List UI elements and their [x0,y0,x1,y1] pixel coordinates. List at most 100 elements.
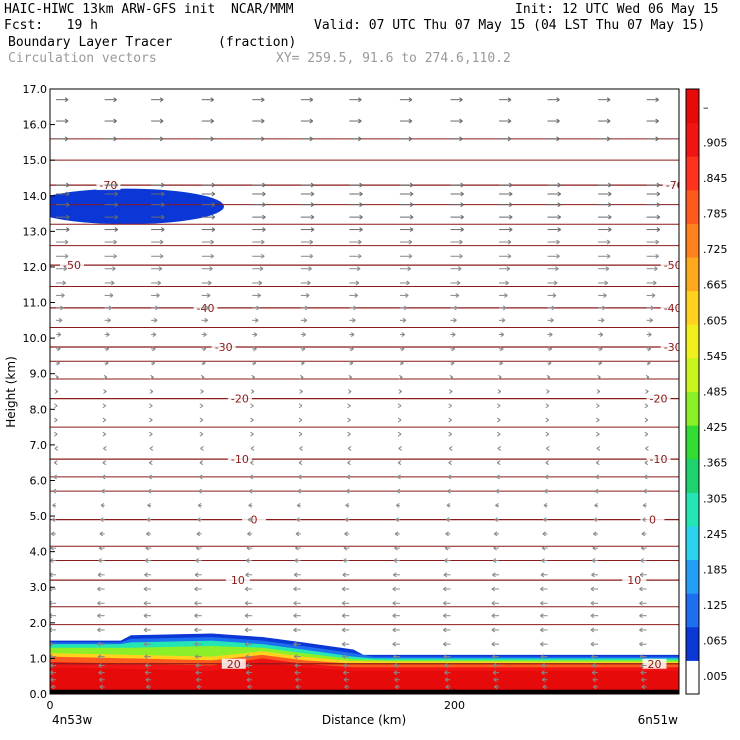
colorbar-label: .365 [703,457,728,470]
circulation-vector-head [450,360,455,366]
circulation-vector-head [341,627,346,633]
circulation-vector-head [656,214,661,220]
circulation-vector-head [451,346,455,352]
circulation-vector-head [250,417,254,423]
circulation-vector-head [396,502,400,508]
valid-time: Valid: 07 UTC Thu 07 May 15 (04 LST Thu … [314,18,706,33]
circulation-vector-head [608,214,612,220]
circulation-vector-head [98,677,103,683]
circulation-vector-head [346,474,351,480]
circulation-vector-head [53,403,58,409]
circulation-vector-head [397,431,402,437]
circulation-vector-head [152,346,156,352]
colorbar-swatch [686,324,699,359]
circulation-vector-head [546,446,550,451]
circulation-vector-head [146,531,150,537]
circulation-vector-head [143,600,148,606]
circulation-vector-head [409,214,414,220]
circulation-vector-head [393,670,398,676]
circulation-vector-head [603,292,607,298]
circulation-vector-head [359,214,363,220]
circulation-vector-head [50,677,54,683]
circulation-vector-head [105,346,110,352]
circulation-vector-head [359,182,363,188]
circulation-vector-head [395,517,399,523]
circulation-vector-head [641,531,646,537]
circulation-vector-head [445,517,450,523]
colorbar-swatch [686,223,699,258]
circulation-vector-head [506,266,511,272]
circulation-vector-head [493,684,498,690]
circulation-vector-head [152,332,157,337]
circulation-vector-head [65,182,70,188]
circulation-vector-head [210,136,214,142]
circulation-vector-head [409,227,414,232]
circulation-vector-head [645,389,649,394]
circulation-vector-head [647,346,652,352]
circulation-vector-head [341,600,346,606]
circulation-vector-head [54,389,59,394]
circulation-vector-head [358,136,362,142]
circulation-vector-head [593,531,597,537]
circulation-vector-head [107,317,111,323]
contour-label: 10 [231,574,245,587]
circulation-vector-head [64,118,69,124]
circulation-vector-head [344,684,348,690]
circulation-vector-head [608,227,612,232]
circulation-vector-head [113,253,117,259]
circulation-vector-head [296,502,301,508]
circulation-vector-head [358,239,362,245]
circulation-vector-head [508,191,513,197]
circulation-vector-head [349,360,354,366]
circulation-vector-head [145,677,150,683]
circulation-vector-head [496,460,501,466]
circulation-vector-head [392,627,396,633]
circulation-vector-head [258,280,263,286]
circulation-vector-head [655,239,659,245]
circulation-vector-head [540,627,544,633]
circulation-vector-head [346,488,350,494]
circulation-vector-head [197,517,201,523]
circulation-vector-head [541,663,545,668]
contour-label-bg [646,393,671,404]
circulation-vector-head [52,488,57,494]
circulation-vector-head [444,558,448,563]
circulation-vector-head [249,474,254,480]
circulation-vector-head [113,239,117,245]
circulation-vector-head [341,586,346,592]
circulation-vector-head [504,292,508,298]
circulation-vector-head [195,663,199,668]
circulation-vector-head [114,214,119,220]
circulation-vector-head [392,600,396,606]
circulation-vector-head [557,227,562,232]
circulation-vector-head [295,677,299,683]
circulation-vector-head [496,431,501,437]
circulation-vector-head [113,118,117,124]
circulation-vector-head [606,239,611,245]
circulation-vector-head [405,292,409,298]
circulation-vector-head [114,227,119,232]
circulation-vector-head [497,389,502,394]
contour-label-bg [640,514,665,525]
circulation-vector-head [342,572,347,578]
circulation-vector-head [211,214,216,220]
circulation-vector-head [65,191,70,197]
circulation-vector-head [460,202,464,208]
circulation-vector-head [244,600,249,606]
circulation-vector-head [496,474,500,480]
circulation-vector-head [153,317,158,323]
circulation-vector-head [552,292,557,298]
circulation-vector-head [402,317,407,323]
circulation-vector-head [149,446,154,451]
contour-label-bg [622,575,647,586]
circulation-vector-head [99,684,104,690]
y-tick-label: 15.0 [23,154,48,167]
colorbar-label: .665 [703,279,728,292]
circulation-vector-head [596,446,601,451]
circulation-vector-head [114,202,119,208]
colorbar-swatch [686,660,699,695]
y-tick-label: 6.0 [30,474,48,487]
circulation-vector-head [198,488,202,494]
circulation-vector-head [460,227,464,232]
circulation-vector-head [592,545,596,551]
